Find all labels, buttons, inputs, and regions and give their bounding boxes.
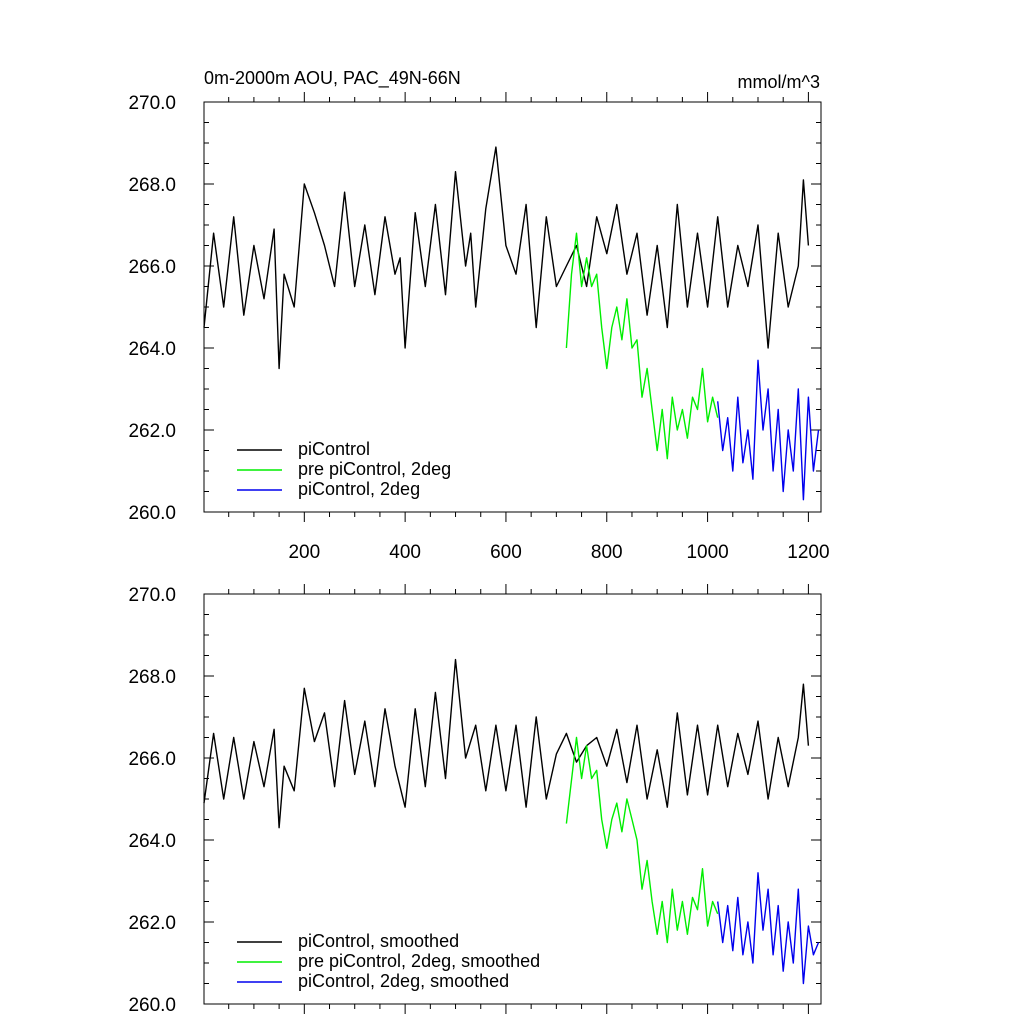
chart-title: 0m-2000m AOU, PAC_49N-66N bbox=[204, 68, 461, 89]
legend-label: piControl, 2deg bbox=[298, 479, 420, 499]
legend-label: piControl, smoothed bbox=[298, 931, 459, 951]
x-tick-label: 800 bbox=[591, 542, 623, 563]
x-tick-label: 1000 bbox=[686, 542, 728, 563]
legend-label: piControl bbox=[298, 439, 370, 459]
top-panel: 0m-2000m AOU, PAC_49N-66N mmol/m^3 260.0… bbox=[128, 68, 829, 563]
y-tick-label: 264.0 bbox=[128, 831, 176, 852]
series-line-picontrol-2deg-smoothed bbox=[717, 872, 820, 985]
series-line-picontrol bbox=[203, 146, 810, 370]
y-tick-label: 266.0 bbox=[128, 749, 176, 770]
y-tick-label: 262.0 bbox=[128, 421, 176, 442]
top-axis-ticks: 260.0 262.0 264.0 266.0 268.0 270.0 200 400 600 8… bbox=[128, 92, 830, 563]
y-tick-label: 268.0 bbox=[128, 175, 176, 196]
y-tick-label: 270.0 bbox=[128, 585, 176, 606]
series-line-pre-picontrol-2deg-smoothed bbox=[565, 736, 719, 944]
top-series-group bbox=[203, 146, 820, 501]
x-tick-label: 1200 bbox=[787, 542, 829, 563]
series-line-picontrol-smoothed bbox=[203, 658, 810, 829]
top-plot-frame bbox=[203, 101, 822, 513]
legend-label: piControl, 2deg, smoothed bbox=[298, 971, 509, 991]
y-tick-label: 262.0 bbox=[128, 913, 176, 934]
bottom-series-group bbox=[203, 658, 820, 985]
y-tick-label: 270.0 bbox=[128, 93, 176, 114]
x-tick-label: 600 bbox=[490, 542, 522, 563]
legend-label: pre piControl, 2deg, smoothed bbox=[298, 951, 540, 971]
x-tick-label: 200 bbox=[288, 542, 320, 563]
bottom-panel: 260.0 262.0 264.0 266.0 268.0 270.0 piControl… bbox=[128, 584, 822, 1016]
bottom-plot-frame bbox=[203, 593, 822, 1005]
y-tick-label: 260.0 bbox=[128, 995, 176, 1016]
y-tick-label: 260.0 bbox=[128, 503, 176, 524]
y-tick-label: 268.0 bbox=[128, 667, 176, 688]
x-tick-label: 400 bbox=[389, 542, 421, 563]
legend-label: pre piControl, 2deg bbox=[298, 459, 451, 479]
units-label: mmol/m^3 bbox=[738, 72, 820, 92]
y-tick-label: 266.0 bbox=[128, 257, 176, 278]
series-line-pre-picontrol-2deg bbox=[565, 232, 719, 460]
y-tick-label: 264.0 bbox=[128, 339, 176, 360]
bottom-axis-ticks: 260.0 262.0 264.0 266.0 268.0 270.0 bbox=[128, 584, 821, 1016]
series-line-picontrol-2deg bbox=[717, 359, 820, 501]
